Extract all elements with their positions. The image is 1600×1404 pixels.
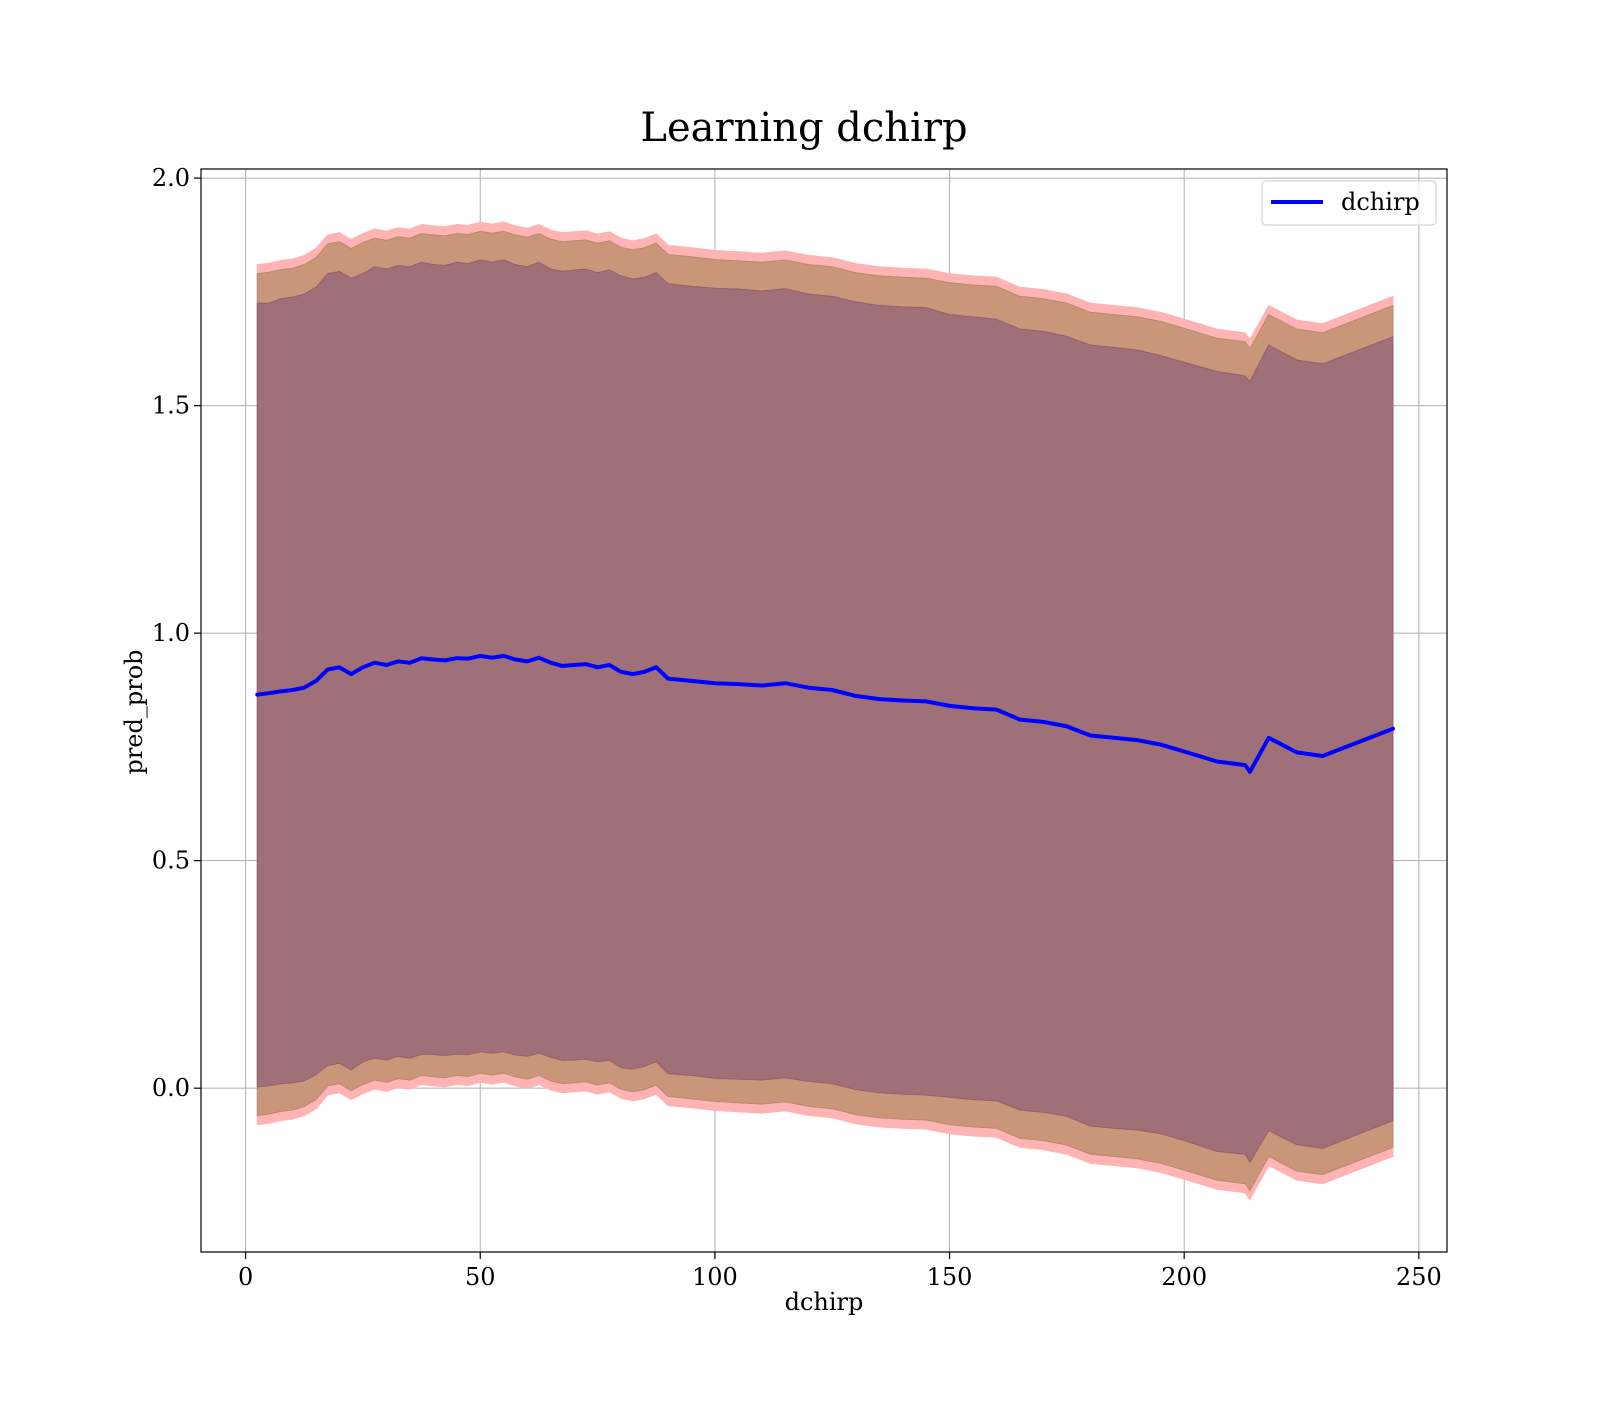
legend-box [1261,180,1437,226]
y-axis-ticks: 0.0 0.5 1.0 1.5 2.0 [152,164,201,1102]
chart-title: Learning dchirp [640,105,967,151]
band-inner [256,259,1394,1164]
x-tick-label: 150 [927,1263,973,1291]
series-lines [255,653,1395,774]
x-tick-label: 100 [692,1263,738,1291]
y-tick-label: 2.0 [152,164,190,192]
legend-entry-dchirp: dchirp [1341,188,1420,216]
x-tick-label: 50 [465,1263,496,1291]
y-tick-label: 1.0 [152,619,190,647]
x-tick-label: 0 [238,1263,253,1291]
x-axis-label: dchirp [785,1288,864,1316]
y-tick-label: 1.5 [152,392,190,420]
series-line-dchirp [255,653,1395,774]
x-axis-ticks: 0 50 100 150 200 250 [238,1252,1442,1291]
x-tick-label: 200 [1161,1263,1207,1291]
x-tick-label: 250 [1396,1263,1442,1291]
y-tick-label: 0.5 [152,847,190,875]
legend: dchirp [1261,180,1437,226]
y-tick-label: 0.0 [152,1074,190,1102]
confidence-bands [256,221,1394,1201]
plot-frame [200,168,1448,1253]
y-axis-label: pred_prob [120,649,148,774]
plot-area [200,168,1448,1253]
